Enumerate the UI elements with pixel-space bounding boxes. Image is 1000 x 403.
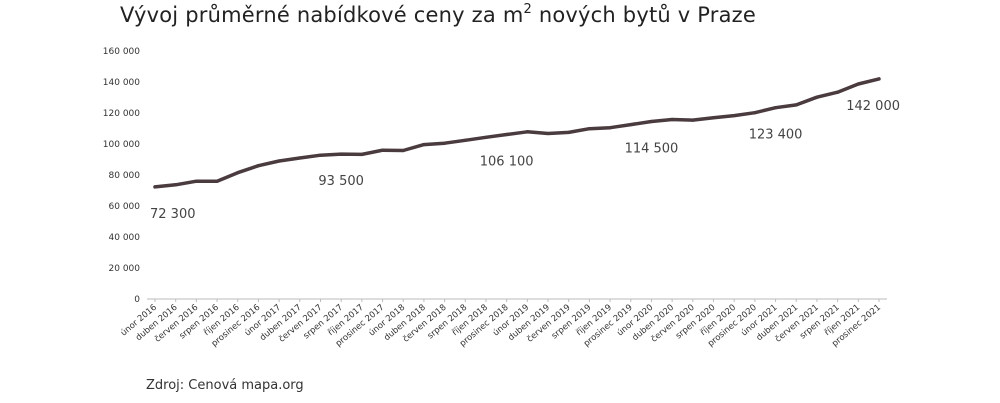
data-point xyxy=(318,153,323,157)
data-point xyxy=(732,114,736,118)
data-label: 142 000 xyxy=(846,99,900,114)
data-label: 93 500 xyxy=(318,174,364,189)
y-tick-label: 80 000 xyxy=(109,171,141,181)
y-tick-label: 100 000 xyxy=(103,140,140,150)
data-point xyxy=(856,82,860,86)
data-point xyxy=(277,159,281,163)
data-label: 106 100 xyxy=(480,155,534,170)
data-point xyxy=(153,185,157,189)
data-point xyxy=(815,95,819,99)
source-note: Zdroj: Cenová mapa.org xyxy=(146,378,304,393)
data-point xyxy=(339,152,343,156)
data-point xyxy=(401,148,405,153)
data-point xyxy=(587,127,592,131)
data-point xyxy=(877,77,881,81)
series-layer xyxy=(153,77,881,189)
data-label: 114 500 xyxy=(625,142,679,157)
y-tick-label: 0 xyxy=(134,295,140,305)
data-point xyxy=(256,164,261,168)
data-point xyxy=(215,179,219,183)
data-point xyxy=(443,141,447,145)
data-point xyxy=(546,131,550,136)
data-point xyxy=(794,103,798,107)
data-point xyxy=(484,135,488,139)
data-label: 123 400 xyxy=(749,128,803,143)
data-point xyxy=(194,179,198,183)
y-tick-label: 140 000 xyxy=(103,78,140,88)
data-point xyxy=(567,130,571,134)
data-point xyxy=(298,156,302,160)
data-point xyxy=(463,138,467,142)
data-point xyxy=(236,171,240,175)
y-tick-label: 120 000 xyxy=(103,109,140,119)
chart-title: Vývoj průměrné nabídkové ceny za m2 nový… xyxy=(120,2,756,27)
data-point xyxy=(505,132,509,137)
data-point xyxy=(649,119,654,124)
title-main: Vývoj průměrné nabídkové ceny za m xyxy=(120,3,524,27)
data-point xyxy=(753,111,757,115)
data-point xyxy=(629,123,633,127)
data-point xyxy=(525,130,529,134)
y-tick-label: 60 000 xyxy=(109,202,141,212)
title-superscript: 2 xyxy=(523,2,532,17)
data-point xyxy=(773,106,778,110)
data-point xyxy=(670,117,674,122)
title-rest: nových bytů v Praze xyxy=(531,3,757,27)
y-tick-label: 160 000 xyxy=(103,47,140,57)
data-point xyxy=(711,116,716,120)
data-point xyxy=(422,143,426,147)
y-tick-label: 40 000 xyxy=(109,233,141,243)
data-point xyxy=(836,90,840,94)
y-axis: 0 20 000 40 000 60 000 80 000 100 000 120 000 1… xyxy=(103,47,140,305)
data-label: 72 300 xyxy=(150,207,196,222)
data-point xyxy=(691,118,695,122)
y-tick-label: 20 000 xyxy=(109,264,141,274)
data-point xyxy=(380,148,385,152)
data-labels: 72 300 93 500 106 100 114 500 123 400 142 000 xyxy=(150,99,900,222)
data-point xyxy=(608,126,612,130)
data-point xyxy=(174,183,178,187)
series-line xyxy=(153,77,881,189)
data-point xyxy=(360,152,364,156)
